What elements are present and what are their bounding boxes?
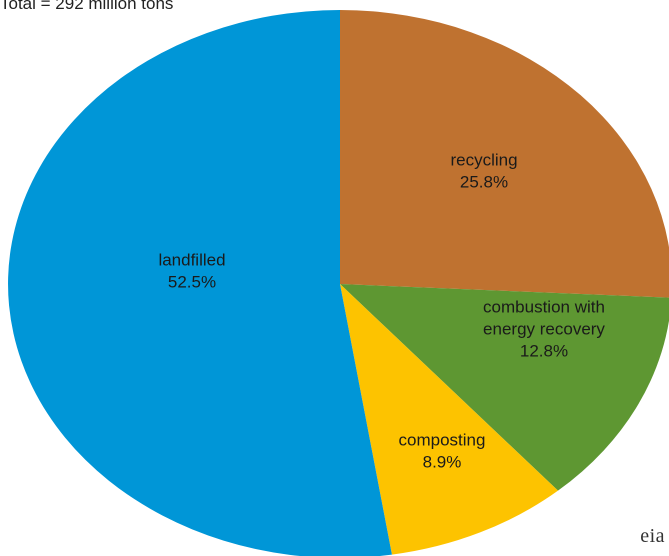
slice-value-label-recycling: 25.8% [460,172,508,191]
pie-slice-composting [340,284,558,555]
pie-slice-recycling [340,10,669,298]
pie-labels: recycling 25.8% combustion with energy reco… [158,150,605,471]
slice-value-label-landfilled: 52.5% [168,272,216,291]
eia-logo: eia [640,525,665,547]
pie-slice-landfilled [8,10,392,556]
slice-name-label-landfilled: landfilled [158,250,225,269]
pie-slices [8,10,669,556]
slice-name-label-combustion-with-energy-recovery: combustion with [483,297,605,316]
slice-name-label-recycling: recycling [450,150,517,169]
slice-value-label-combustion-with-energy-recovery: 12.8% [520,341,568,360]
pie-slice-combustion-with-energy-recovery [340,284,669,491]
slice-name-label-combustion-with-energy-recovery: energy recovery [483,319,605,338]
slice-name-label-composting: composting [399,430,486,449]
chart-title: Total = 292 million tons [0,0,174,13]
slice-value-label-composting: 8.9% [423,452,462,471]
